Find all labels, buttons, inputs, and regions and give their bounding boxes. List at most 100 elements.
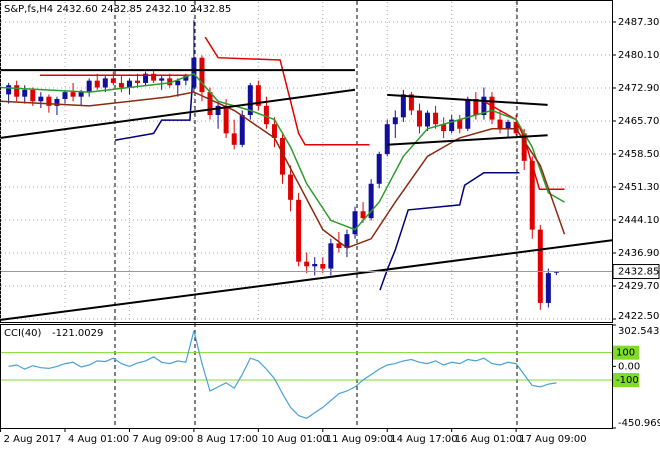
candle-body xyxy=(296,199,302,262)
candle-body xyxy=(497,119,503,129)
overlay-line xyxy=(0,91,566,249)
candle-body xyxy=(46,96,52,106)
candle-body xyxy=(449,119,455,132)
overlay-line xyxy=(0,239,613,321)
candle-body xyxy=(489,96,495,120)
candle-body xyxy=(392,117,398,125)
candle-body xyxy=(352,211,358,235)
x-tick-label: 11 Aug 09:00 xyxy=(326,434,393,445)
y-tick-label: -450.9696 xyxy=(618,418,660,429)
candle-body xyxy=(545,273,551,303)
candle-body xyxy=(159,78,165,81)
y-tick-label: 302.5433 xyxy=(618,326,660,337)
candle-body xyxy=(376,153,382,184)
candle-body xyxy=(537,229,543,303)
x-tick-label: 16 Aug 01:00 xyxy=(455,434,522,445)
candle-body xyxy=(199,57,205,93)
overlay-line xyxy=(387,134,548,146)
level-box xyxy=(613,345,639,360)
candle-body xyxy=(215,105,221,116)
candle-body xyxy=(441,124,447,132)
overlay-line xyxy=(114,85,194,141)
x-tick-label: 10 Aug 01:00 xyxy=(261,434,328,445)
candle-body xyxy=(38,96,44,102)
candle-body xyxy=(505,121,511,129)
candle-body xyxy=(94,80,100,88)
candle-body xyxy=(22,89,28,97)
candle-body xyxy=(280,137,286,175)
candle-body xyxy=(312,263,318,267)
y-tick-label: 2444.10 xyxy=(618,215,659,226)
candle-body xyxy=(408,94,414,111)
y-tick-label: 2472.90 xyxy=(618,83,659,94)
candle-body xyxy=(175,80,181,86)
cci-line xyxy=(8,330,557,419)
candle-body xyxy=(191,57,197,88)
y-tick-label: 2487.30 xyxy=(618,17,659,28)
y-tick-label: 0.00 xyxy=(618,361,640,372)
candle-body xyxy=(473,98,479,116)
candle-body xyxy=(521,133,527,161)
y-tick-label: 2465.70 xyxy=(618,116,659,127)
candle-body xyxy=(223,105,229,134)
candle-body xyxy=(271,124,277,138)
candle-body xyxy=(62,92,68,99)
overlay-line xyxy=(0,88,356,139)
x-tick-label: 7 Aug 09:00 xyxy=(132,434,193,445)
candle-body xyxy=(86,80,92,93)
candle-body xyxy=(513,121,519,134)
candle-body xyxy=(239,115,245,145)
overlay-line xyxy=(387,93,548,106)
candle-body xyxy=(360,211,366,219)
y-tick-label: 2451.30 xyxy=(618,182,659,193)
cci-panel xyxy=(0,324,613,429)
candle-body xyxy=(529,160,535,230)
candle-body xyxy=(102,78,108,88)
candle-body xyxy=(143,73,149,83)
candle-body xyxy=(78,92,84,97)
candle-body xyxy=(167,78,173,86)
candle-body xyxy=(433,112,439,125)
candle-body xyxy=(553,271,559,273)
overlay-line xyxy=(204,36,370,146)
candle-body xyxy=(368,183,374,219)
y-tick-label: 2429.70 xyxy=(618,281,659,292)
x-tick-label: 17 Aug 09:00 xyxy=(519,434,586,445)
last-price-label: 2432.85 xyxy=(618,267,659,278)
candle-body xyxy=(126,80,132,88)
candle-body xyxy=(135,80,141,83)
y-tick-label: 2458.50 xyxy=(618,149,659,160)
candle-body xyxy=(54,98,60,106)
candle-body xyxy=(481,96,487,116)
candle-body xyxy=(118,82,124,88)
cci-last-value: -121.0029 xyxy=(52,328,103,339)
level-label: 100 xyxy=(616,348,635,359)
candle-body xyxy=(14,85,20,97)
x-tick-label: 4 Aug 01:00 xyxy=(68,434,129,445)
x-tick-label: 8 Aug 17:00 xyxy=(197,434,258,445)
last-price-box xyxy=(612,264,660,280)
overlay-line xyxy=(379,172,520,291)
candle-body xyxy=(70,92,76,97)
candle-body xyxy=(304,261,310,267)
candle-body xyxy=(328,243,334,269)
candle-body xyxy=(207,92,213,116)
candle-body xyxy=(288,174,294,200)
candle-body xyxy=(416,110,422,127)
x-tick-label: 14 Aug 17:00 xyxy=(390,434,457,445)
overlay-line xyxy=(0,72,565,231)
candle-body xyxy=(110,78,116,83)
y-tick-label: 2480.10 xyxy=(618,50,659,61)
candle-body xyxy=(247,85,253,116)
y-tick-label: 2422.50 xyxy=(618,311,659,322)
candle-body xyxy=(400,94,406,118)
y-tick-label: 2436.90 xyxy=(618,248,659,259)
level-label: -100 xyxy=(616,375,639,386)
candle-body xyxy=(30,89,36,102)
candle-body xyxy=(384,124,390,154)
candle-body xyxy=(255,85,261,106)
level-box xyxy=(613,373,639,388)
candle-body xyxy=(457,119,463,129)
main-panel xyxy=(0,0,613,323)
